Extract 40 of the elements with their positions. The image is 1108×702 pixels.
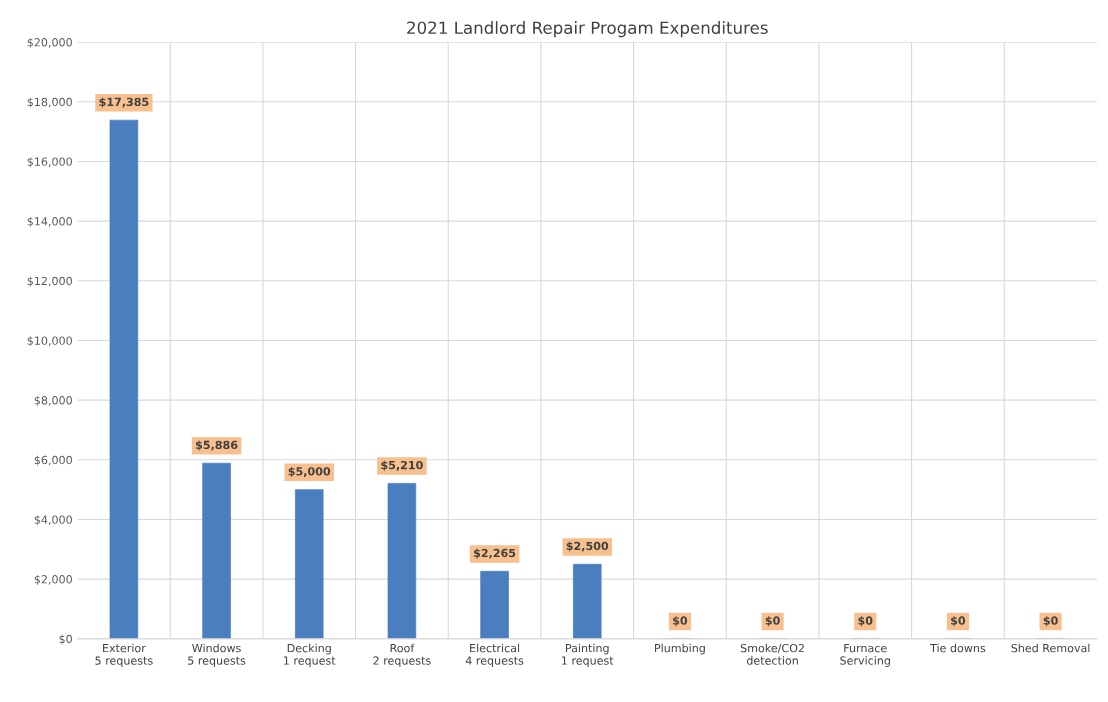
data-label: $0	[765, 616, 780, 627]
bar	[202, 462, 231, 639]
y-tick-label: $14,000	[27, 216, 72, 227]
x-tick-label: Painting 1 request	[562, 643, 614, 667]
y-tick-label: $2,000	[34, 574, 72, 586]
y-tick-label: $4,000	[34, 515, 72, 526]
data-label: $0	[1043, 616, 1058, 627]
data-label: $2,265	[474, 548, 516, 559]
data-label: $0	[951, 616, 966, 627]
x-tick-label: Decking 1 request	[284, 643, 336, 667]
y-tick-label: $12,000	[27, 276, 72, 287]
bar	[480, 570, 509, 639]
data-label: $5,886	[195, 440, 238, 451]
y-tick-label: $16,000	[27, 157, 72, 168]
x-tick-label: Roof 2 requests	[373, 643, 431, 667]
bar	[109, 119, 139, 639]
data-label: $5,210	[381, 460, 423, 471]
bar	[572, 563, 602, 639]
bar	[294, 489, 324, 639]
y-tick-label: $6,000	[34, 455, 72, 466]
x-tick-label: Furnace Servicing	[840, 644, 890, 667]
data-label: $5,000	[288, 466, 331, 478]
x-tick-label: Exterior 5 requests	[95, 643, 153, 667]
y-tick-label: $18,000	[27, 97, 72, 108]
x-tick-label: Smoke/CO2 detection	[740, 643, 804, 665]
x-tick-label: Plumbing	[655, 643, 705, 655]
x-tick-label: Electrical 4 requests	[465, 643, 524, 667]
x-tick-label: Tie downs	[930, 643, 986, 653]
data-label: $2,500	[566, 541, 609, 552]
bar	[387, 483, 417, 639]
x-tick-label: Shed Removal	[1011, 643, 1090, 653]
x-tick-label: Windows 5 requests	[188, 643, 246, 667]
data-label: $17,385	[99, 97, 149, 108]
data-label: $0	[673, 616, 688, 627]
y-tick-label: $10,000	[27, 336, 72, 347]
y-tick-label: $0	[59, 634, 72, 645]
y-tick-label: $8,000	[34, 395, 72, 406]
chart-title: 2021 Landlord Repair Progam Expenditures	[407, 21, 768, 38]
data-label: $0	[858, 616, 873, 627]
y-tick-label: $20,000	[27, 37, 72, 48]
